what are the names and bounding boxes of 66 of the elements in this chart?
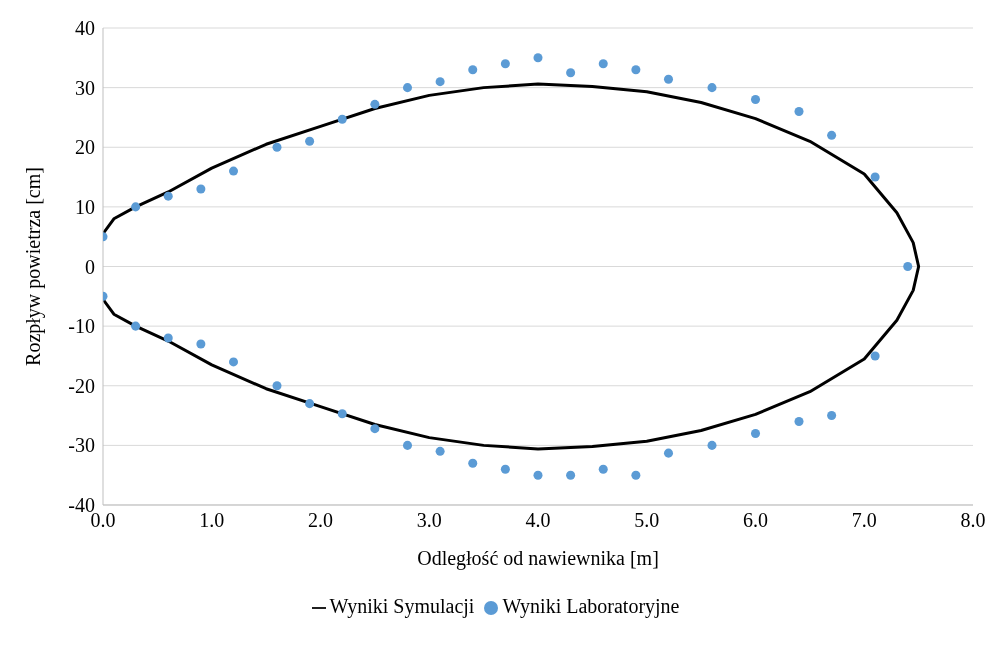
y-tick-label: 40 bbox=[75, 17, 95, 40]
x-tick-label: 8.0 bbox=[960, 509, 986, 532]
point bbox=[566, 68, 576, 78]
y-tick-label: -20 bbox=[68, 374, 95, 397]
point bbox=[402, 83, 413, 93]
y-tick-label: 30 bbox=[75, 76, 95, 99]
point bbox=[337, 114, 347, 124]
point bbox=[435, 446, 445, 456]
point bbox=[272, 381, 282, 391]
legend-label: Wyniki Symulacji bbox=[329, 595, 475, 617]
y-tick-label: 0 bbox=[85, 255, 95, 278]
point bbox=[663, 448, 674, 458]
x-tick-label: 7.0 bbox=[851, 509, 877, 532]
point bbox=[305, 399, 315, 409]
point bbox=[903, 261, 913, 272]
point bbox=[533, 53, 543, 63]
point bbox=[196, 339, 206, 349]
point bbox=[272, 142, 282, 152]
point bbox=[337, 409, 347, 419]
point bbox=[750, 95, 761, 105]
point bbox=[566, 470, 576, 480]
point bbox=[163, 191, 173, 201]
point bbox=[370, 424, 380, 434]
x-tick-label: 6.0 bbox=[743, 509, 768, 532]
y-tick-label: 10 bbox=[75, 195, 95, 218]
point bbox=[305, 136, 315, 146]
point bbox=[598, 464, 608, 474]
point bbox=[750, 428, 761, 438]
point bbox=[500, 59, 510, 69]
y-tick-label: -30 bbox=[68, 434, 95, 457]
x-tick-label: 2.0 bbox=[308, 509, 333, 532]
point bbox=[228, 357, 239, 367]
point bbox=[794, 417, 804, 427]
line-series bbox=[103, 82, 921, 451]
point bbox=[131, 202, 141, 212]
y-tick-label: -10 bbox=[68, 315, 95, 338]
point bbox=[435, 77, 445, 87]
point bbox=[631, 470, 641, 480]
point bbox=[131, 321, 141, 331]
point bbox=[870, 172, 880, 182]
point bbox=[827, 130, 837, 140]
point bbox=[827, 411, 837, 421]
point bbox=[598, 59, 608, 69]
point bbox=[870, 351, 880, 361]
point bbox=[631, 65, 641, 75]
point bbox=[663, 74, 674, 84]
point bbox=[163, 333, 173, 343]
x-tick-label: 4.0 bbox=[525, 509, 551, 532]
x-tick-label: 1.0 bbox=[199, 509, 225, 532]
point bbox=[500, 464, 510, 474]
point bbox=[402, 440, 413, 450]
point bbox=[468, 458, 478, 468]
point bbox=[370, 99, 380, 109]
point bbox=[468, 65, 478, 75]
point bbox=[533, 470, 543, 480]
y-tick-label: 20 bbox=[75, 136, 95, 159]
point bbox=[707, 440, 717, 450]
x-tick-label: 3.0 bbox=[416, 509, 442, 532]
point bbox=[794, 106, 804, 116]
x-tick-label: 5.0 bbox=[634, 509, 660, 532]
legend-label: Wyniki Laboratoryjne bbox=[502, 595, 680, 617]
x-axis-title: Odległość od nawiewnika [m] bbox=[417, 547, 659, 570]
point bbox=[707, 83, 717, 93]
point bbox=[228, 166, 239, 176]
point bbox=[196, 184, 206, 194]
y-axis-title: Rozpływ powietrza [cm] bbox=[22, 167, 46, 366]
